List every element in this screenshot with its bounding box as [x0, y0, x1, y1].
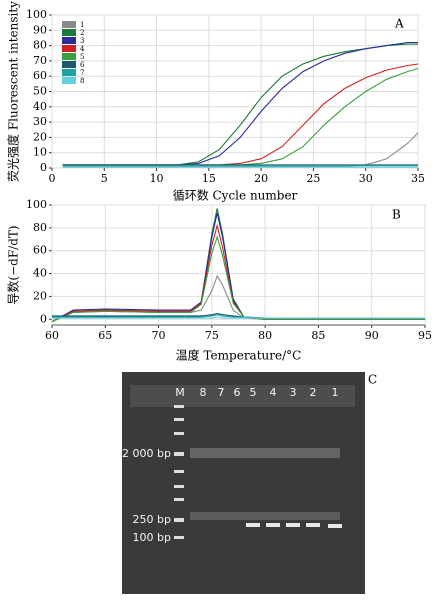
lane-label: 3	[290, 386, 297, 399]
x-tick-label: 85	[311, 329, 325, 342]
gel-wells	[130, 385, 355, 407]
y-tick-label: 60	[33, 69, 47, 82]
marker-label: 2 000 bp	[122, 447, 171, 460]
y-tick-label: 90	[33, 23, 47, 36]
legend-swatch	[62, 77, 76, 84]
smear-band	[190, 448, 340, 458]
x-tick-label: 0	[49, 172, 56, 185]
x-tick-label: 80	[258, 329, 272, 342]
x-tick-label: 5	[101, 172, 108, 185]
y-tick-label: 50	[33, 85, 47, 98]
x-tick-label: 30	[359, 172, 373, 185]
x-axis-label: 温度 Temperature/°C	[176, 348, 302, 363]
x-tick-label: 75	[205, 329, 219, 342]
y-tick-label: 20	[33, 130, 47, 143]
lane-label: M	[175, 386, 185, 399]
marker-label: 250 bp	[133, 513, 171, 526]
y-tick-label: 100	[26, 8, 47, 21]
series-line	[51, 235, 425, 323]
lane-labels: M 8 7 6 5 4 3 2 1	[175, 386, 338, 399]
lane-label: 1	[332, 386, 339, 399]
y-tick-label: 80	[33, 39, 47, 52]
lane-label: 7	[218, 386, 225, 399]
y-axis-label: 荧光强度 Fluorescent intensity	[6, 1, 21, 182]
y-tick-label: 70	[33, 54, 47, 67]
panel-label: B	[392, 208, 401, 222]
y-tick-label: 20	[33, 289, 47, 302]
y-tick-label: 80	[33, 221, 47, 234]
gel-background	[122, 372, 365, 594]
ladder	[174, 405, 184, 539]
legend-swatch	[62, 69, 76, 76]
y-tick-label: 10	[33, 146, 47, 159]
x-tick-label: 95	[418, 329, 432, 342]
legend-label: 4	[80, 45, 85, 53]
x-tick-label: 35	[411, 172, 425, 185]
legend-swatch	[62, 37, 76, 44]
panel-label: C	[368, 373, 377, 387]
y-tick-label: 100	[26, 198, 47, 211]
x-tick-label: 70	[152, 329, 166, 342]
lane-label: 5	[250, 386, 257, 399]
lane-label: 4	[270, 386, 277, 399]
legend-label: 1	[80, 21, 84, 29]
x-tick-label: 90	[365, 329, 379, 342]
y-tick-label: 0	[40, 312, 47, 325]
y-tick-label: 60	[33, 244, 47, 257]
x-tick-label: 60	[45, 329, 59, 342]
x-axis-label: 循环数 Cycle number	[173, 188, 298, 203]
series-line	[62, 132, 419, 168]
lane-label: 2	[310, 386, 317, 399]
lane-label: 6	[234, 386, 241, 399]
lane-label: 8	[200, 386, 207, 399]
legend-swatch	[62, 45, 76, 52]
legend-label: 2	[80, 29, 84, 37]
pcr-bands	[246, 523, 342, 528]
panel-label: A	[394, 17, 404, 31]
legend-label: 6	[80, 61, 85, 69]
x-tick-label: 10	[150, 172, 164, 185]
legend-label: 5	[80, 53, 84, 61]
smear-band	[190, 512, 340, 520]
legend-swatch	[62, 29, 76, 36]
y-axis-label: 导数(−dF/dT)	[6, 225, 21, 304]
legend-swatch	[62, 21, 76, 28]
legend-label: 3	[80, 37, 84, 45]
x-tick-label: 20	[254, 172, 268, 185]
plot-area	[51, 204, 426, 326]
legend-label: 8	[80, 77, 84, 85]
x-tick-label: 25	[306, 172, 320, 185]
marker-label: 100 bp	[133, 531, 171, 544]
gel-image: M 8 7 6 5 4 3 2 1 2 000 bp 250 bp 100 bp	[122, 372, 365, 594]
x-tick-label: 65	[98, 329, 112, 342]
y-tick-label: 40	[33, 100, 47, 113]
legend-label: 7	[80, 69, 84, 77]
y-tick-label: 30	[33, 115, 47, 128]
legend-swatch	[62, 61, 76, 68]
legend-swatch	[62, 53, 76, 60]
x-tick-label: 15	[202, 172, 216, 185]
y-tick-label: 40	[33, 267, 47, 280]
y-tick-label: 0	[40, 161, 47, 174]
series-line	[52, 316, 425, 319]
